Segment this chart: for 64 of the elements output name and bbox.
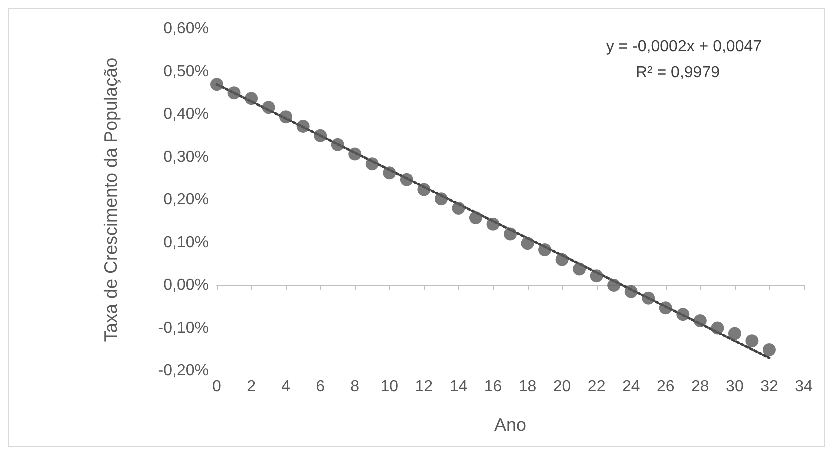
point — [521, 237, 534, 250]
point — [728, 327, 742, 340]
point — [210, 78, 224, 92]
point — [452, 202, 466, 216]
point — [434, 192, 448, 206]
x-tick-label: 12 — [415, 378, 434, 396]
x-tick-label: 14 — [450, 378, 468, 396]
y-tick-label: 0,10% — [164, 234, 209, 252]
x-tick-label: 30 — [726, 378, 744, 396]
y-tick-label: 0,60% — [164, 20, 209, 38]
point — [608, 279, 621, 292]
point — [659, 302, 672, 315]
x-tick-label: 32 — [760, 378, 778, 396]
x-axis-title: Ano — [494, 415, 527, 435]
point — [331, 138, 344, 152]
x-tick-label: 18 — [518, 378, 537, 396]
point — [262, 101, 276, 114]
point — [314, 129, 328, 142]
point — [762, 344, 776, 357]
x-tick-label: 24 — [622, 378, 640, 396]
point — [383, 166, 396, 180]
y-axis-title: Taxa de Crescimento da População — [101, 58, 121, 342]
x-tick-label: 2 — [247, 378, 256, 396]
x-tick-label: 8 — [350, 378, 360, 396]
annotation: R² = 0,9979 — [636, 64, 720, 82]
y-tick-label: -0,10% — [158, 320, 209, 337]
y-tick-label: 0,30% — [164, 148, 209, 166]
y-tick-label: 0,20% — [164, 192, 209, 208]
point — [624, 285, 638, 298]
x-tick-label: 22 — [588, 378, 606, 396]
annotation: y = -0,0002x + 0,0047 — [606, 38, 762, 56]
point — [711, 322, 724, 335]
x-tick-label: 26 — [656, 378, 675, 396]
point — [590, 270, 604, 283]
point — [280, 110, 293, 124]
point — [469, 211, 482, 224]
x-tick-label: 28 — [692, 378, 710, 396]
point — [245, 92, 258, 106]
x-tick-label: 4 — [282, 378, 291, 396]
point — [676, 308, 690, 322]
y-tick-label: 0,00% — [164, 277, 209, 294]
point — [504, 228, 517, 241]
point — [642, 292, 656, 305]
point — [228, 86, 241, 100]
point — [573, 262, 586, 276]
point — [556, 253, 569, 266]
x-tick-label: 10 — [380, 378, 399, 396]
point — [418, 183, 431, 196]
y-tick-label: 0,40% — [164, 106, 209, 123]
y-tick-label: -0,20% — [158, 362, 209, 380]
point — [694, 314, 707, 328]
x-tick-label: 0 — [212, 378, 222, 396]
point — [538, 244, 552, 257]
y-tick-label: 0,50% — [164, 63, 209, 80]
x-tick-label: 20 — [553, 378, 572, 396]
point — [348, 148, 362, 161]
x-tick-label: 6 — [316, 378, 326, 396]
point — [746, 334, 759, 348]
point — [296, 120, 310, 133]
x-tick-label: 34 — [795, 378, 813, 396]
point — [366, 158, 379, 171]
x-tick-label: 16 — [484, 378, 502, 396]
point — [400, 173, 414, 186]
point — [486, 218, 500, 231]
